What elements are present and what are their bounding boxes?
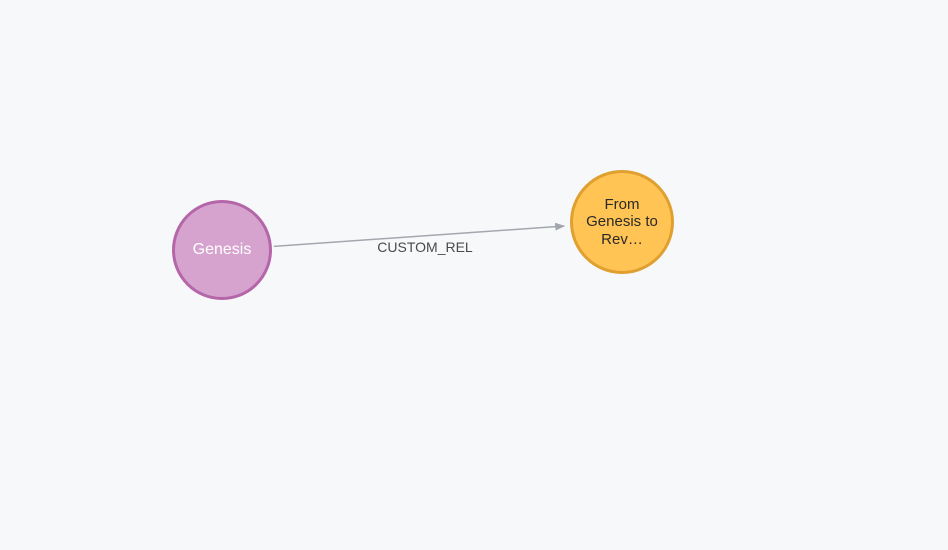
graph-node-label: From Genesis to Rev… [573,192,671,252]
graph-node-from-genesis-to-rev[interactable]: From Genesis to Rev… [570,170,674,274]
graph-node-genesis[interactable]: Genesis [172,200,272,300]
graph-canvas[interactable] [0,0,948,550]
graph-node-label: Genesis [189,237,256,263]
graph-edge[interactable] [274,226,564,246]
